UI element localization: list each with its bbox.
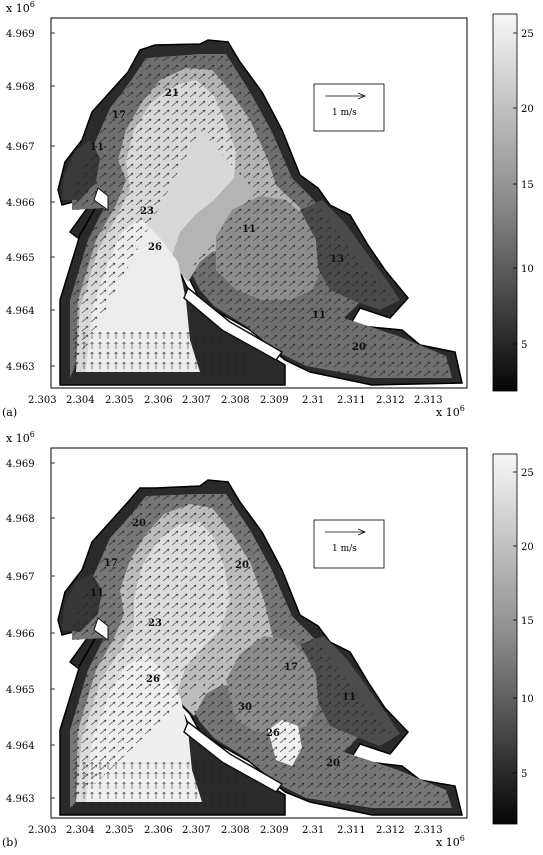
x-tick: 2.31 bbox=[302, 825, 324, 836]
scale-arrow-label: 1 m/s bbox=[332, 544, 357, 554]
bay-domain bbox=[57, 39, 463, 386]
contour-label: 17 bbox=[284, 662, 298, 673]
contour-label: 20 bbox=[132, 518, 146, 529]
scale-arrow-legend: 1 m/s bbox=[313, 83, 385, 132]
x-tick: 2.303 bbox=[28, 395, 57, 406]
x-axis-ticks: 2.303 2.304 2.305 2.306 2.307 2.308 2.30… bbox=[28, 395, 443, 406]
x-tick: 2.305 bbox=[105, 825, 134, 836]
x-tick: 2.313 bbox=[414, 395, 443, 406]
contour-label: 11 bbox=[312, 310, 326, 321]
x-exponent-label: x 106 bbox=[436, 404, 465, 419]
x-tick: 2.307 bbox=[182, 395, 211, 406]
contour-labels: 20 17 11 23 26 20 30 26 17 11 20 bbox=[90, 518, 356, 769]
y-exponent-label: x 106 bbox=[6, 0, 35, 15]
y-axis-ticks: 4.969 4.968 4.967 4.966 4.965 4.964 4.96… bbox=[6, 29, 55, 373]
contour-label: 17 bbox=[112, 110, 126, 121]
x-tick: 2.304 bbox=[66, 825, 95, 836]
contour-label: 30 bbox=[238, 702, 252, 713]
y-tick: 4.965 bbox=[6, 685, 35, 696]
x-tick: 2.303 bbox=[28, 825, 57, 836]
x-tick: 2.309 bbox=[260, 825, 289, 836]
contour-label: 11 bbox=[342, 692, 356, 703]
y-tick: 4.969 bbox=[6, 459, 35, 470]
y-tick: 4.969 bbox=[6, 29, 35, 40]
contour-label: 11 bbox=[90, 142, 104, 153]
x-tick: 2.308 bbox=[221, 395, 250, 406]
y-tick: 4.968 bbox=[6, 514, 35, 525]
contour-label: 20 bbox=[352, 342, 366, 353]
y-tick: 4.965 bbox=[6, 253, 35, 264]
contour-label: 17 bbox=[104, 558, 118, 569]
colorbar-tick: 25 bbox=[521, 468, 534, 479]
contour-label: 20 bbox=[235, 560, 249, 571]
contour-label: 26 bbox=[146, 674, 160, 685]
contour-label: 20 bbox=[326, 758, 340, 769]
colorbar-tick: 25 bbox=[521, 29, 534, 40]
contour-label: 26 bbox=[266, 728, 280, 739]
contour-label: 26 bbox=[148, 242, 162, 253]
y-axis-ticks: 4.969 4.968 4.967 4.966 4.965 4.964 4.96… bbox=[6, 459, 55, 805]
x-tick: 2.307 bbox=[182, 825, 211, 836]
contour-label: 21 bbox=[165, 88, 179, 99]
contour-label: 13 bbox=[330, 254, 344, 265]
panel-b-figure: x 106 4.969 4.968 4.967 4.966 4.965 4.96… bbox=[2, 430, 534, 849]
x-tick: 2.311 bbox=[337, 825, 366, 836]
y-tick: 4.966 bbox=[6, 629, 35, 640]
panel-label: (b) bbox=[2, 836, 18, 849]
scale-arrow-legend: 1 m/s bbox=[313, 519, 385, 569]
y-tick: 4.963 bbox=[6, 794, 35, 805]
contour-label: 23 bbox=[148, 618, 162, 629]
contour-labels: 21 17 11 23 26 11 13 11 20 bbox=[90, 88, 366, 353]
panel-label: (a) bbox=[2, 406, 17, 419]
colorbar-tick: 20 bbox=[521, 542, 534, 553]
x-tick: 2.308 bbox=[221, 825, 250, 836]
x-tick: 2.312 bbox=[376, 395, 405, 406]
scale-arrow-label: 1 m/s bbox=[332, 108, 357, 118]
y-tick: 4.967 bbox=[6, 142, 35, 153]
colorbar-tick: 15 bbox=[521, 616, 534, 627]
x-tick: 2.309 bbox=[260, 395, 289, 406]
contour-label: 23 bbox=[140, 206, 154, 217]
x-tick: 2.306 bbox=[144, 825, 173, 836]
colorbar-tick: 5 bbox=[521, 769, 527, 780]
colorbar-tick: 10 bbox=[521, 694, 534, 705]
panel-a: x 106 4.969 4.968 4.967 4.966 4.965 4.96… bbox=[0, 0, 543, 425]
colorbar: 25 20 15 10 5 bbox=[492, 13, 534, 392]
x-axis-ticks: 2.303 2.304 2.305 2.306 2.307 2.308 2.30… bbox=[28, 825, 443, 836]
x-tick: 2.306 bbox=[144, 395, 173, 406]
y-tick: 4.966 bbox=[6, 198, 35, 209]
y-tick: 4.964 bbox=[6, 306, 35, 317]
colorbar-tick: 10 bbox=[521, 264, 534, 275]
colorbar: 25 20 15 10 5 bbox=[492, 453, 534, 825]
contour-label: 11 bbox=[242, 224, 256, 235]
x-tick: 2.304 bbox=[66, 395, 95, 406]
x-tick: 2.312 bbox=[376, 825, 405, 836]
panel-b: x 106 4.969 4.968 4.967 4.966 4.965 4.96… bbox=[0, 430, 543, 855]
x-exponent-label: x 106 bbox=[436, 834, 465, 849]
colorbar-tick: 15 bbox=[521, 180, 534, 191]
x-tick: 2.311 bbox=[337, 395, 366, 406]
y-exponent-label: x 106 bbox=[6, 430, 35, 445]
y-tick: 4.967 bbox=[6, 572, 35, 583]
bay-domain bbox=[57, 479, 463, 816]
y-tick: 4.964 bbox=[6, 741, 35, 752]
colorbar-tick: 20 bbox=[521, 104, 534, 115]
x-tick: 2.31 bbox=[302, 395, 324, 406]
y-tick: 4.968 bbox=[6, 82, 35, 93]
colorbar-tick: 5 bbox=[521, 340, 527, 351]
x-tick: 2.313 bbox=[414, 825, 443, 836]
contour-label: 11 bbox=[90, 588, 104, 599]
y-tick: 4.963 bbox=[6, 362, 35, 373]
panel-a-figure: x 106 4.969 4.968 4.967 4.966 4.965 4.96… bbox=[2, 0, 534, 419]
x-tick: 2.305 bbox=[105, 395, 134, 406]
